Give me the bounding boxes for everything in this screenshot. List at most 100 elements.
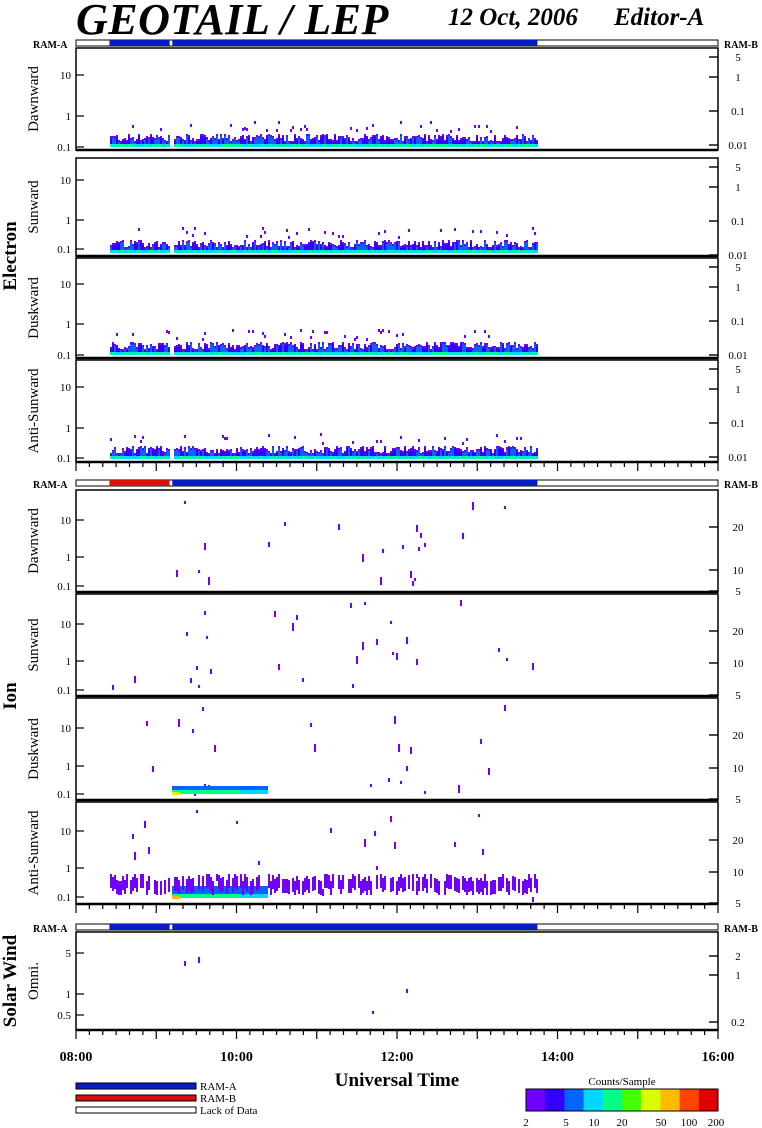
data-cell [486, 125, 488, 128]
data-cell [122, 144, 124, 147]
data-cell [442, 240, 444, 242]
data-cell [384, 448, 386, 458]
data-cell [312, 352, 314, 355]
data-cell [286, 344, 288, 354]
data-cell [124, 456, 126, 459]
right-tick-label: 0.01 [728, 452, 747, 464]
data-cell [330, 345, 332, 354]
data-cell [464, 456, 466, 459]
data-cell [204, 247, 206, 252]
data-cell [270, 137, 272, 146]
panel-frame [75, 697, 719, 801]
data-cell [448, 352, 450, 355]
data-cell [184, 140, 186, 142]
group-label: Electron [0, 221, 21, 291]
data-cell [362, 140, 364, 146]
data-cell [510, 250, 512, 253]
data-cell [136, 456, 138, 459]
data-cell [454, 345, 456, 354]
data-cell [354, 244, 356, 246]
data-cell [408, 456, 410, 459]
data-cell [478, 880, 480, 894]
data-cell [246, 343, 248, 345]
data-cell [514, 456, 516, 459]
data-cell [436, 139, 438, 141]
data-cell [468, 144, 470, 147]
data-cell [356, 352, 358, 355]
data-cell [186, 879, 188, 893]
data-cell [196, 246, 198, 252]
data-cell [430, 452, 432, 458]
data-cell [520, 352, 522, 355]
data-cell [292, 456, 294, 459]
data-cell [352, 352, 354, 355]
data-cell [142, 345, 144, 347]
data-cell [246, 247, 248, 249]
panel-frame [75, 359, 719, 463]
data-cell [180, 247, 182, 252]
data-cell [336, 348, 338, 350]
data-cell [464, 352, 466, 355]
data-cell [222, 894, 224, 898]
data-cell [438, 137, 440, 146]
data-cell [282, 342, 284, 344]
data-cell [286, 879, 288, 893]
data-cell [136, 449, 138, 451]
data-cell [426, 456, 428, 459]
data-cell [326, 874, 328, 888]
data-cell [338, 247, 340, 252]
right-tick-label: 10 [733, 867, 745, 879]
data-cell [140, 140, 142, 142]
data-cell [324, 245, 326, 247]
time-tick-label: 08:00 [60, 1050, 93, 1065]
data-cell [426, 342, 428, 344]
right-tick-label: 5 [735, 898, 741, 910]
data-cell [418, 137, 420, 146]
right-tick-label: 0.1 [731, 106, 745, 118]
data-cell [308, 352, 310, 355]
data-cell [362, 138, 364, 140]
data-cell [452, 242, 454, 244]
data-cell [446, 874, 448, 888]
data-cell [492, 453, 494, 455]
data-cell [466, 242, 468, 244]
data-cell [300, 329, 302, 332]
data-cell [464, 139, 466, 146]
data-cell [340, 456, 342, 459]
data-cell [298, 880, 300, 894]
data-cell [404, 244, 406, 246]
data-cell [476, 246, 478, 252]
data-cell [158, 450, 160, 458]
data-cell [294, 881, 296, 895]
data-cell [176, 448, 178, 450]
data-cell [436, 451, 438, 453]
data-cell [192, 242, 194, 244]
data-cell [422, 452, 424, 454]
data-cell [232, 139, 234, 141]
data-cell [256, 886, 258, 898]
data-cell [198, 345, 200, 354]
data-cell [298, 136, 300, 138]
data-cell [350, 348, 352, 354]
x-axis-title: Universal Time [335, 1070, 459, 1091]
data-cell [332, 250, 334, 253]
data-cell [494, 346, 496, 348]
data-cell [418, 250, 420, 253]
data-cell [288, 352, 290, 355]
data-cell [132, 448, 134, 458]
data-cell [390, 250, 392, 253]
data-cell [324, 349, 326, 351]
data-cell [436, 879, 438, 893]
data-cell [450, 352, 452, 355]
data-cell [116, 352, 118, 355]
data-cell [516, 135, 518, 137]
data-cell [296, 451, 298, 458]
data-cell [218, 144, 220, 147]
data-cell [360, 881, 362, 895]
data-cell [506, 234, 508, 237]
data-cell [362, 879, 364, 893]
panel-label: Dawnward [26, 66, 42, 132]
data-cell [368, 246, 370, 252]
data-cell [384, 140, 386, 142]
time-tick-label: 12:00 [381, 1050, 414, 1065]
